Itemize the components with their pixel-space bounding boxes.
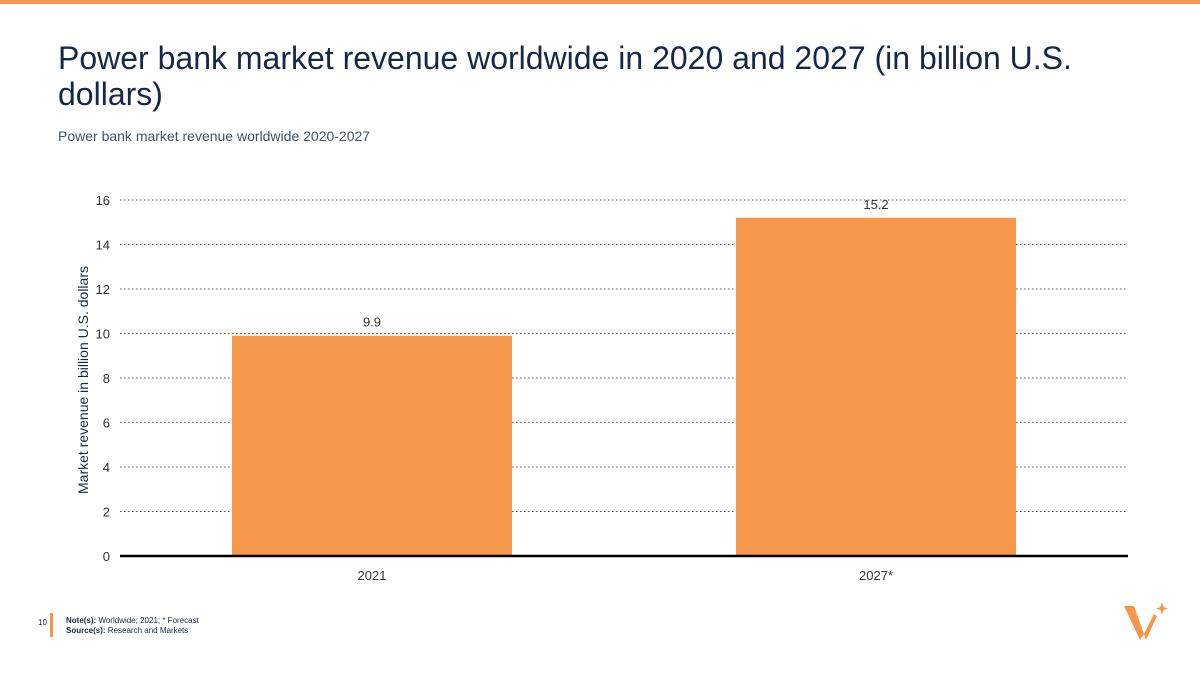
y-tick-label: 2 <box>103 505 110 520</box>
bar <box>232 335 512 556</box>
x-tick-label: 2021 <box>358 568 387 583</box>
chart-subtitle: Power bank market revenue worldwide 2020… <box>58 128 371 144</box>
brand-logo-icon <box>1124 602 1168 640</box>
x-tick-label: 2027* <box>859 568 893 583</box>
x-tick-labels: 2021 2027* <box>358 568 893 583</box>
notes-text: Worldwide; 2021; * Forecast <box>98 616 199 625</box>
bars <box>232 217 1016 557</box>
data-labels: 9.9 15.2 <box>363 197 889 330</box>
y-tick-label: 8 <box>103 371 110 386</box>
page-title: Power bank market revenue worldwide in 2… <box>58 40 1072 112</box>
footer-accent-bar <box>50 613 53 637</box>
bar-chart: 0 2 4 6 8 10 12 14 16 9.9 15.2 2021 2027* Market r… <box>75 193 1128 583</box>
y-tick-label: 10 <box>96 327 110 342</box>
y-tick-label: 16 <box>96 193 110 208</box>
y-tick-label: 4 <box>103 460 110 475</box>
page-number: 10 <box>38 618 47 627</box>
source-text: Research and Markets <box>107 626 189 635</box>
y-axis-label: Market revenue in billion U.S. dollars <box>75 266 91 494</box>
y-tick-labels: 0 2 4 6 8 10 12 14 16 <box>96 193 110 564</box>
data-label: 9.9 <box>363 315 381 330</box>
data-label: 15.2 <box>863 197 888 212</box>
notes-label: Note(s): <box>66 616 97 625</box>
y-tick-label: 14 <box>96 238 110 253</box>
bar <box>736 217 1016 557</box>
source-label: Source(s): <box>66 626 106 635</box>
y-tick-label: 0 <box>103 549 110 564</box>
footer: 10 Note(s): Worldwide; 2021; * Forecast … <box>0 612 1200 642</box>
y-tick-label: 12 <box>96 282 110 297</box>
top-accent-bar <box>0 0 1200 4</box>
y-tick-label: 6 <box>103 416 110 431</box>
notes-block: Note(s): Worldwide; 2021; * Forecast Sou… <box>66 616 199 636</box>
